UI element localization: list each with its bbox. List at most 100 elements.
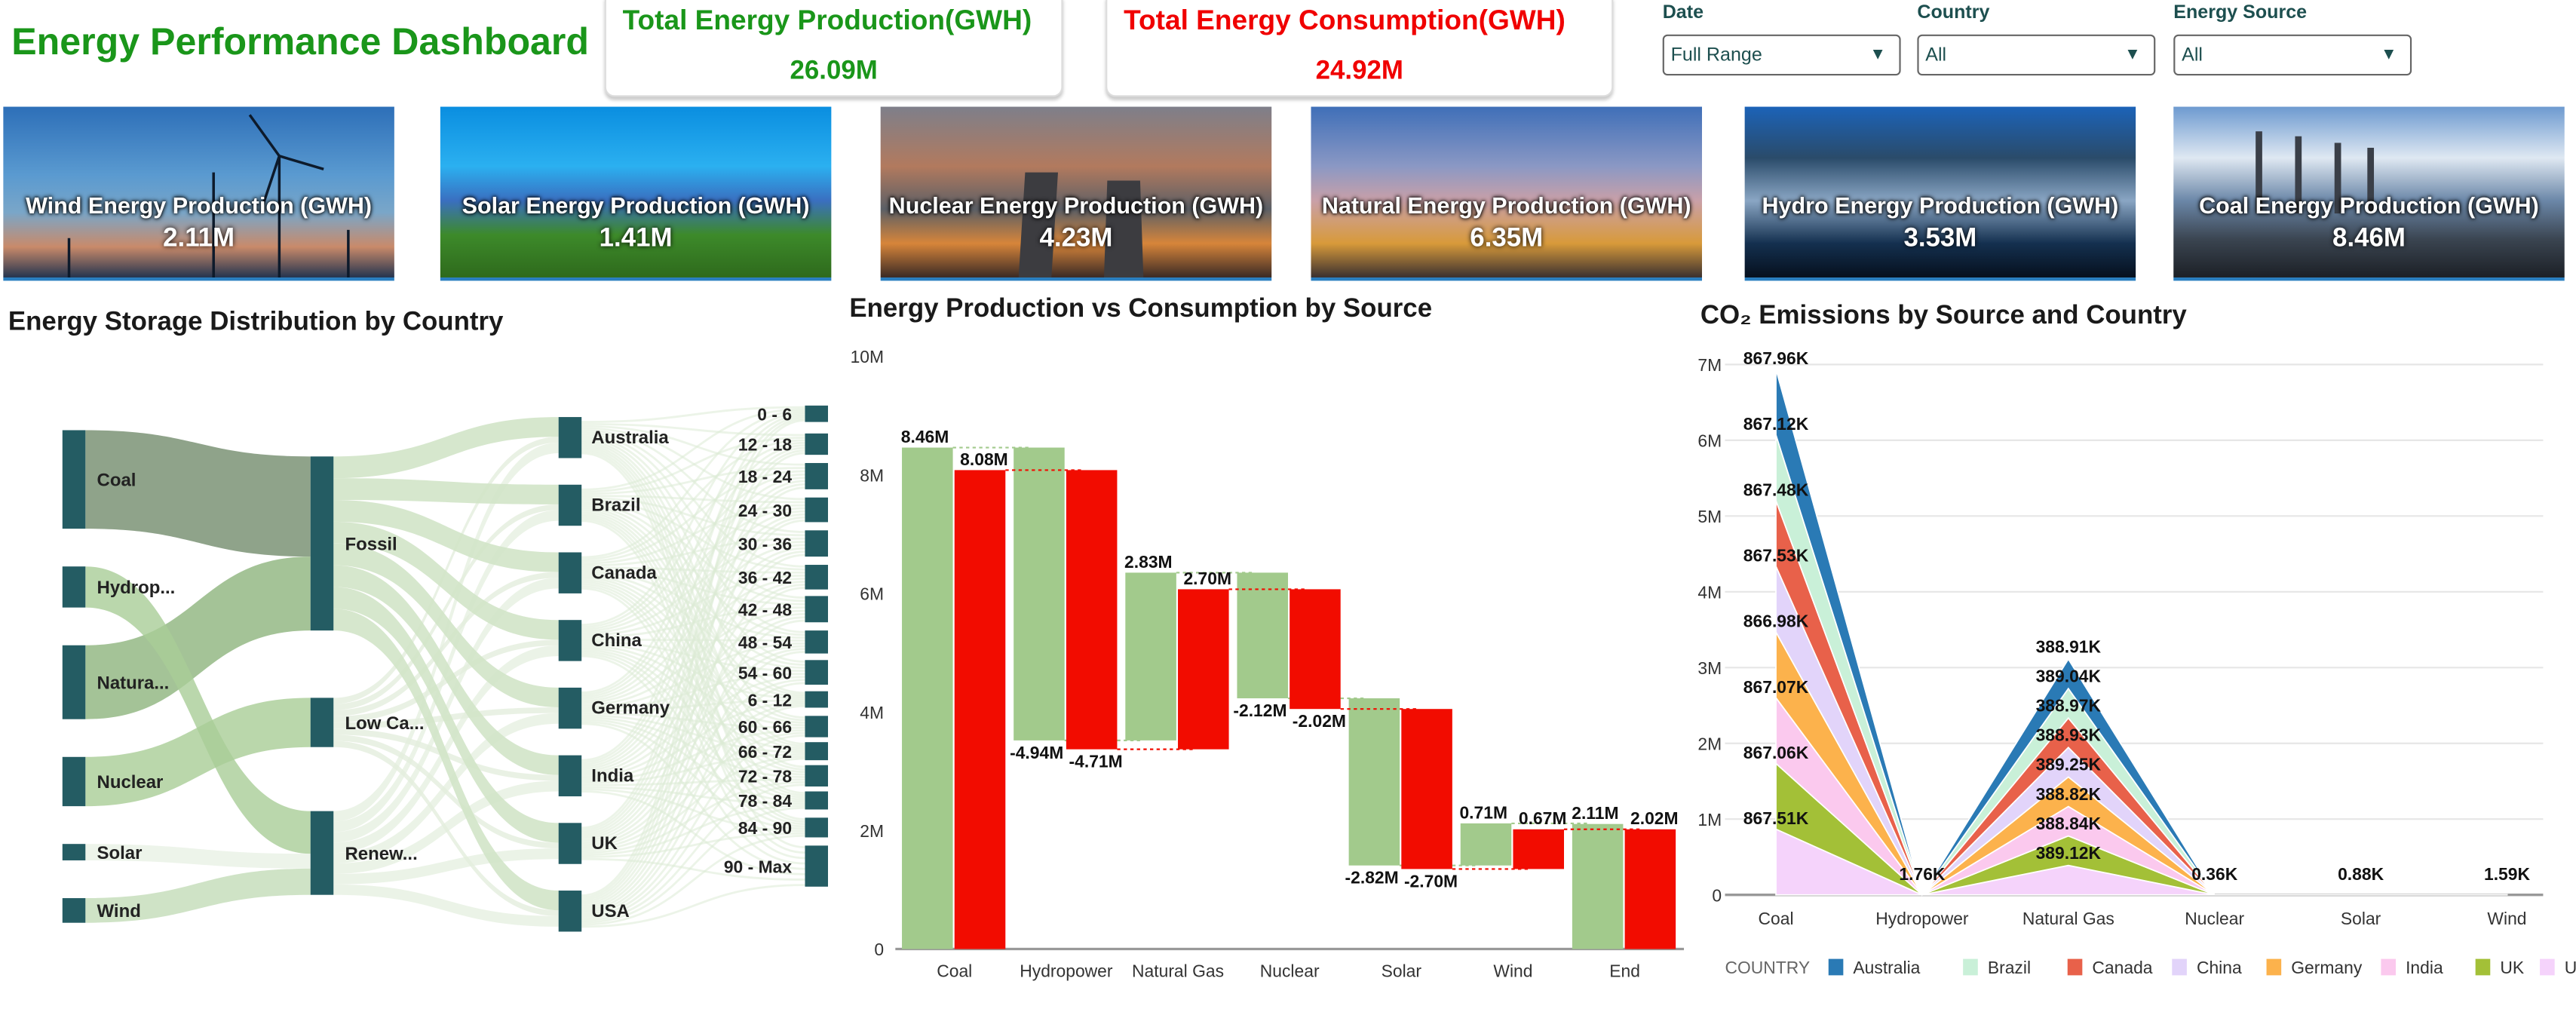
y-tick-label: 6M	[1697, 431, 1722, 451]
sankey-flow-country-bin	[581, 714, 805, 753]
filter-energy-source-select[interactable]: All ▼	[2173, 34, 2412, 76]
filter-date-label: Date	[1662, 3, 1704, 23]
sankey-flow-country-bin	[581, 449, 805, 832]
area-data-label: 867.06K	[1743, 743, 1809, 762]
energy-storage-sankey: Coal Hydrop... Natura... Nuclear Solar Wind Fo…	[62, 404, 828, 932]
sankey-node-source	[62, 898, 86, 923]
sankey-flow-country-bin	[581, 486, 805, 901]
sankey-flow-country-bin	[581, 441, 805, 719]
sankey-flow-lowcarbon-country	[333, 437, 559, 704]
sankey-bin-label: 90 - Max	[724, 857, 793, 876]
kpi-total-production: Total Energy Production(GWH) 26.09M	[604, 0, 1063, 97]
sankey-node-bin	[805, 433, 828, 455]
tile-hydro[interactable]: Hydro Energy Production (GWH) 3.53M	[1744, 106, 2136, 281]
sankey-node-bin	[805, 845, 828, 887]
sankey-node-source	[62, 430, 86, 529]
sankey-node-source	[62, 756, 86, 807]
tile-hydro-value: 3.53M	[1903, 225, 1977, 253]
sankey-bin-label: 54 - 60	[738, 663, 792, 682]
x-tick-label: Hydropower	[1020, 961, 1113, 981]
waterfall-data-label: -2.82M	[1345, 868, 1399, 888]
area-data-label: 388.82K	[2036, 784, 2102, 804]
area-data-label: 0.36K	[2191, 864, 2238, 884]
sankey-flow-country-bin	[581, 806, 805, 924]
y-tick-label: 3M	[1697, 658, 1722, 678]
dashboard-title: Energy Performance Dashboard	[11, 20, 590, 63]
legend-swatch-china	[2172, 958, 2187, 976]
sankey-flow-fossil-country	[333, 565, 559, 775]
sankey-flow-country-bin	[581, 644, 805, 727]
y-tick-label: 5M	[1697, 507, 1722, 526]
sankey-flow-country-bin	[581, 734, 805, 918]
waterfall-bar	[1513, 829, 1564, 869]
waterfall-data-label: 2.11M	[1572, 803, 1618, 823]
tile-solar[interactable]: Solar Energy Production (GWH) 1.41M	[440, 106, 832, 281]
sankey-bin-label: 12 - 18	[738, 435, 792, 455]
sankey-flow-country-bin	[581, 729, 805, 783]
filter-energy-source-label: Energy Source	[2173, 3, 2308, 23]
tile-coal[interactable]: Coal Energy Production (GWH) 8.46M	[2173, 106, 2565, 281]
sankey-flow-country-bin	[581, 577, 805, 724]
filter-date-select[interactable]: Full Range ▼	[1662, 34, 1901, 76]
area-data-label: 867.07K	[1743, 677, 1809, 697]
sankey-node-bin	[805, 765, 828, 786]
y-tick-label: 0	[874, 940, 884, 959]
tile-solar-value: 1.41M	[599, 225, 673, 253]
x-tick-label: Solar	[1382, 961, 1422, 981]
sankey-flow-country-bin	[581, 701, 805, 780]
sankey-flow-country-bin	[581, 415, 805, 762]
sankey-flow-country-bin	[581, 682, 805, 914]
sankey-bin-label: 30 - 36	[738, 534, 792, 553]
sankey-node-country	[558, 755, 582, 797]
sankey-flow-country-bin	[581, 422, 805, 437]
sankey-flow-country-bin	[581, 884, 805, 928]
sankey-node-bin	[805, 691, 828, 708]
tile-natural[interactable]: Natural Energy Production (GWH) 6.35M	[1311, 106, 1702, 281]
x-tick-label: Wind	[2487, 909, 2526, 928]
sankey-category-label: Renew...	[345, 844, 417, 864]
legend-label: Canada	[2092, 958, 2152, 977]
kpi-production-value: 26.09M	[790, 57, 878, 86]
sankey-source-label: Coal	[97, 471, 136, 491]
waterfall-bar	[1572, 823, 1624, 949]
sankey-flow-country-bin	[581, 755, 805, 852]
sankey-flow-lowcarbon-country	[333, 504, 559, 710]
sankey-node-country	[558, 417, 582, 458]
x-tick-label: Coal	[937, 961, 972, 981]
sankey-bin-label: 66 - 72	[738, 742, 792, 762]
sankey-flow-country-bin	[581, 790, 805, 875]
waterfall-data-label: -4.94M	[1010, 743, 1063, 762]
sankey-flow-lowcarbon-country	[333, 572, 559, 716]
coal-plant-image	[2256, 131, 2375, 214]
sankey-source-label: Wind	[97, 901, 141, 921]
sankey-node-country	[558, 620, 582, 661]
sankey-flow-country-bin	[581, 413, 805, 694]
tile-wind-label: Wind Energy Production (GWH)	[26, 192, 373, 219]
sankey-flow-country-bin	[581, 437, 805, 493]
filter-date-value: Full Range	[1670, 45, 1762, 66]
sankey-flow-renewable-country	[333, 884, 559, 927]
area-data-label: 867.53K	[1743, 546, 1809, 566]
filter-country-select[interactable]: All ▼	[1917, 34, 2156, 76]
sankey-bin-label: 6 - 12	[748, 690, 792, 710]
legend-label: USA	[2565, 958, 2576, 977]
tile-nuclear[interactable]: Nuclear Energy Production (GWH) 4.23M	[880, 106, 1272, 281]
area-data-label: 867.12K	[1743, 414, 1809, 434]
chevron-down-icon: ▼	[1869, 45, 1886, 64]
legend-swatch-usa	[2540, 958, 2555, 976]
sankey-country-label: Germany	[591, 698, 670, 719]
sankey-node-bin	[805, 630, 828, 654]
area-data-label: 866.98K	[1743, 612, 1809, 631]
y-tick-label: 2M	[1697, 734, 1722, 753]
sankey-flow-country-bin	[581, 441, 805, 628]
sankey-flow-fossil-country	[333, 417, 559, 479]
sankey-bin-label: 42 - 48	[738, 600, 792, 620]
sankey-flow-nuclear-lowcarbon	[85, 698, 311, 807]
legend-label: India	[2406, 958, 2443, 977]
sankey-flow-country-bin	[581, 699, 805, 713]
tile-wind[interactable]: Wind Energy Production (GWH) 2.11M	[3, 106, 394, 281]
y-tick-label: 8M	[860, 465, 884, 485]
x-tick-label: Hydropower	[1875, 909, 1969, 928]
y-tick-label: 4M	[1697, 583, 1722, 603]
